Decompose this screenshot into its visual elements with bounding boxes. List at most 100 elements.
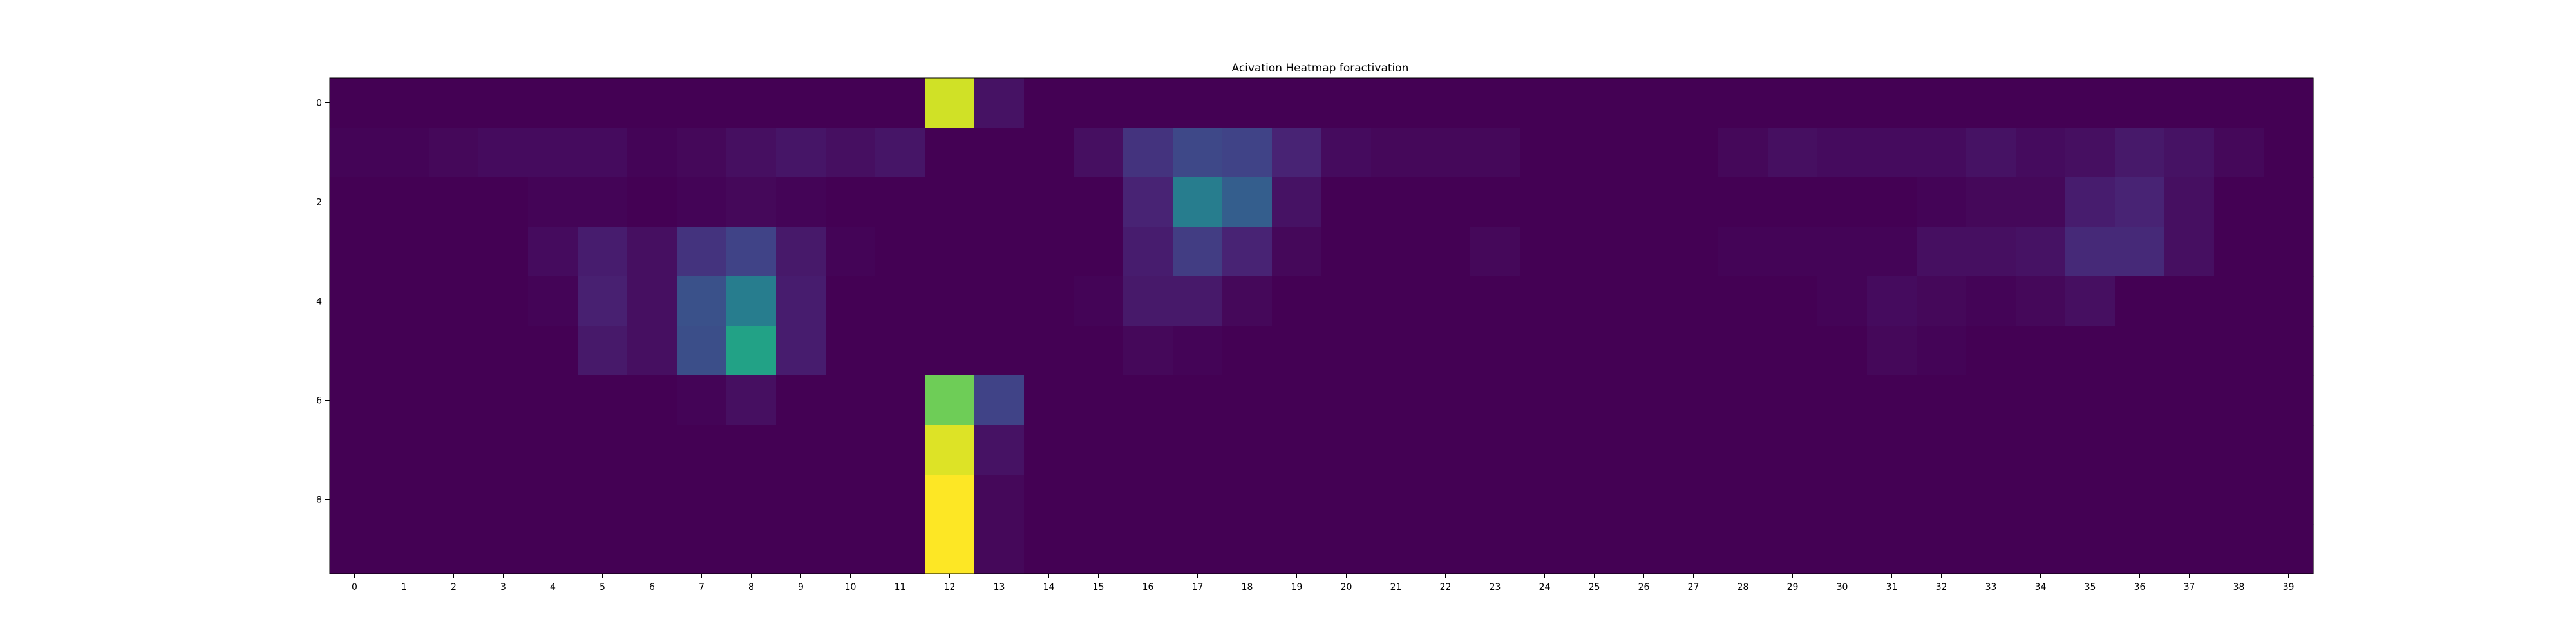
heatmap-cell (925, 326, 975, 376)
heatmap-cell (2214, 78, 2264, 128)
heatmap-cell (677, 128, 727, 178)
x-axis: 0 1 2 3 4 5 6 7 8 9 10 11 12 13 14 15 16 17 18 19 20 21 22 23 24… (352, 574, 2294, 592)
heatmap-cell (1520, 524, 1570, 574)
heatmap-cell (429, 128, 479, 178)
heatmap-cell (2065, 78, 2116, 128)
x-tick-label: 26 (1638, 582, 1650, 592)
heatmap-cell (478, 425, 529, 475)
heatmap-cell (2264, 326, 2314, 376)
heatmap-cell (1222, 425, 1273, 475)
heatmap-cell (1768, 425, 1818, 475)
heatmap-cell (429, 425, 479, 475)
heatmap-cell (1817, 326, 1868, 376)
heatmap-cell (925, 475, 975, 525)
heatmap-cell (925, 375, 975, 426)
heatmap-cell (2164, 227, 2215, 277)
heatmap-cell (1074, 78, 1124, 128)
heatmap-cell (2115, 524, 2165, 574)
heatmap-cell (627, 375, 677, 426)
heatmap-cell (677, 227, 727, 277)
heatmap-cell (1669, 375, 1719, 426)
heatmap-cell (677, 524, 727, 574)
heatmap-cell (2164, 425, 2215, 475)
heatmap-cell (726, 227, 777, 277)
x-tick-label: 34 (2035, 582, 2047, 592)
heatmap-cell (1569, 475, 1620, 525)
heatmap-cell (1421, 227, 1471, 277)
heatmap-cell (1222, 177, 1273, 227)
heatmap-cell (974, 475, 1025, 525)
heatmap-cell (1619, 326, 1669, 376)
heatmap-cells (330, 78, 2314, 574)
heatmap-cell (429, 227, 479, 277)
heatmap-cell (1817, 475, 1868, 525)
heatmap-cell (627, 128, 677, 178)
heatmap-cell (2264, 425, 2314, 475)
heatmap-cell (379, 177, 430, 227)
heatmap-cell (974, 375, 1025, 426)
heatmap-cell (1470, 524, 1520, 574)
heatmap-cell (1917, 524, 1967, 574)
heatmap-cell (1321, 128, 1372, 178)
heatmap-cell (925, 524, 975, 574)
heatmap-cell (726, 524, 777, 574)
heatmap-cell (1669, 227, 1719, 277)
heatmap-cell (1123, 227, 1173, 277)
y-tick-label: 8 (316, 495, 322, 506)
heatmap-cell (776, 128, 826, 178)
heatmap-cell (1421, 475, 1471, 525)
heatmap-cell (330, 375, 380, 426)
heatmap-cell (776, 276, 826, 327)
heatmap-cell (875, 128, 925, 178)
heatmap-cell (330, 425, 380, 475)
heatmap-cell (1569, 524, 1620, 574)
heatmap-cell (2264, 475, 2314, 525)
heatmap-cell (1718, 375, 1768, 426)
heatmap-cell (1024, 78, 1074, 128)
heatmap-cell (330, 524, 380, 574)
heatmap-cell (1917, 276, 1967, 327)
heatmap-cell (1917, 227, 1967, 277)
heatmap-cell (1421, 78, 1471, 128)
heatmap-cell (578, 276, 628, 327)
heatmap-cell (2016, 276, 2066, 327)
heatmap-cell (1272, 276, 1322, 327)
heatmap-cell (1817, 227, 1868, 277)
heatmap-cell (974, 78, 1025, 128)
heatmap-cell (379, 375, 430, 426)
heatmap-cell (2264, 276, 2314, 327)
heatmap-cell (578, 177, 628, 227)
heatmap-cell (1520, 276, 1570, 327)
heatmap-cell (429, 276, 479, 327)
heatmap-cell (2164, 524, 2215, 574)
heatmap-cell (330, 227, 380, 277)
x-tick-label: 23 (1490, 582, 1501, 592)
heatmap-cell (1867, 128, 1917, 178)
x-tick-label: 33 (1985, 582, 1997, 592)
heatmap-cell (1321, 276, 1372, 327)
x-tick-label: 7 (699, 582, 705, 592)
heatmap-cell (1123, 128, 1173, 178)
chart-title: Acivation Heatmap foractivation (1232, 62, 1409, 75)
heatmap-cell (1619, 128, 1669, 178)
heatmap-cell (925, 78, 975, 128)
heatmap-cell (2016, 227, 2066, 277)
heatmap-cell (677, 475, 727, 525)
heatmap-cell (2164, 177, 2215, 227)
heatmap-cell (974, 524, 1025, 574)
x-tick-label: 29 (1787, 582, 1799, 592)
heatmap-cell (1520, 326, 1570, 376)
heatmap-cell (1024, 128, 1074, 178)
heatmap-cell (1817, 524, 1868, 574)
heatmap-cell (1321, 375, 1372, 426)
heatmap-cell (826, 276, 876, 327)
heatmap-cell (875, 425, 925, 475)
heatmap-cell (875, 326, 925, 376)
heatmap-cell (2065, 425, 2116, 475)
heatmap-cell (1173, 425, 1223, 475)
heatmap-cell (925, 227, 975, 277)
heatmap-cell (1470, 425, 1520, 475)
y-tick-label: 2 (316, 198, 322, 208)
x-tick-label: 16 (1142, 582, 1154, 592)
heatmap-cell (578, 128, 628, 178)
